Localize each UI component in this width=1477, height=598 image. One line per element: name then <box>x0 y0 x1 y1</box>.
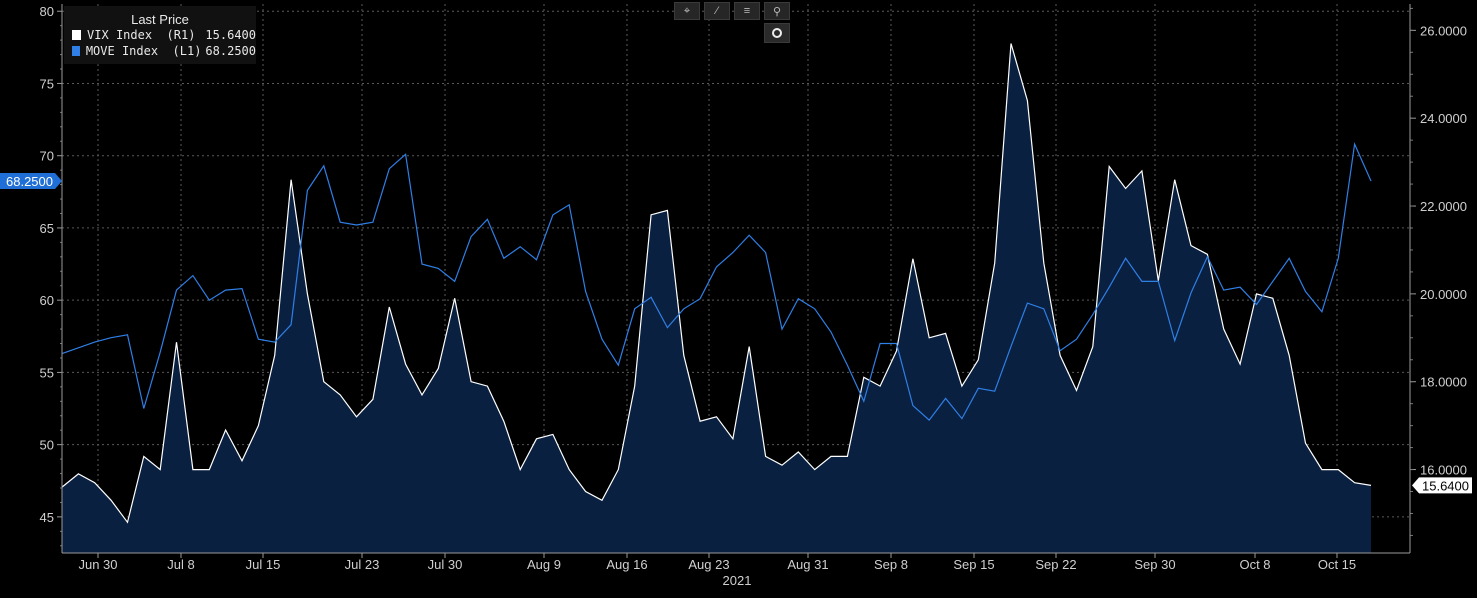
move-line <box>61 141 1372 421</box>
x-tick-label: Jul 23 <box>345 557 380 572</box>
vix-last-value-label: 15.6400 <box>1422 478 1469 493</box>
x-tick-label: Jul 8 <box>167 557 194 572</box>
vix-area <box>62 43 1371 553</box>
x-tick-label: Aug 23 <box>688 557 729 572</box>
x-tick-label: Jun 30 <box>78 557 117 572</box>
right-tick-label: 24.0000 <box>1420 111 1467 126</box>
left-tick-label: 75 <box>40 76 54 91</box>
legend-header: Last Price <box>131 12 189 27</box>
x-tick-label: Jul 30 <box>428 557 463 572</box>
left-tick-label: 80 <box>40 4 54 19</box>
vix-line <box>61 43 1372 524</box>
right-tick-label: 18.0000 <box>1420 375 1467 390</box>
right-tick-label: 20.0000 <box>1420 287 1467 302</box>
right-tick-label: 22.0000 <box>1420 199 1467 214</box>
legend-vix-value: 15.6400 <box>205 28 256 42</box>
legend-vix-label: VIX Index (R1) <box>87 28 196 42</box>
x-tick-label: Aug 31 <box>787 557 828 572</box>
draw-icon[interactable]: ⁄ <box>704 2 730 20</box>
list-icon[interactable]: ≡ <box>734 2 760 20</box>
move-last-value-label: 68.2500 <box>6 174 53 189</box>
vix-last-value-flag <box>1412 477 1472 494</box>
zoom-icon[interactable]: ⚲ <box>764 2 790 20</box>
series-lines <box>61 43 1372 524</box>
vix-area-layer <box>62 43 1371 553</box>
legend-move-value: 68.2500 <box>205 44 256 58</box>
x-tick-label: Sep 30 <box>1134 557 1175 572</box>
crosshair-icon[interactable]: ⌖ <box>674 2 700 20</box>
grid-lines <box>62 4 1410 553</box>
left-tick-label: 60 <box>40 293 54 308</box>
legend-item-move: MOVE Index (L1) 68.2500 <box>64 43 256 59</box>
x-tick-label: Sep 15 <box>953 557 994 572</box>
x-tick-label: Oct 8 <box>1239 557 1270 572</box>
left-tick-label: 55 <box>40 365 54 380</box>
right-tick-label: 26.0000 <box>1420 23 1467 38</box>
left-tick-label: 45 <box>40 510 54 525</box>
left-tick-label: 50 <box>40 438 54 453</box>
tick-labels: Jun 30 Jul 8 Jul 15 Jul 23 Jul 30 Aug 9 Aug 16… <box>0 4 1472 588</box>
move-swatch <box>72 46 80 56</box>
vix-swatch <box>72 30 82 40</box>
x-tick-label: Aug 16 <box>606 557 647 572</box>
left-tick-label: 70 <box>40 149 54 164</box>
x-tick-label: Sep 8 <box>874 557 908 572</box>
legend-item-vix: VIX Index (R1) 15.6400 <box>64 27 256 43</box>
x-tick-label: Oct 15 <box>1318 557 1356 572</box>
left-tick-label: 65 <box>40 221 54 236</box>
x-tick-label: Aug 9 <box>527 557 561 572</box>
axes <box>57 4 1416 558</box>
legend-move-label: MOVE Index (L1) <box>85 44 202 58</box>
chart-toolbar: ⌖ ⁄ ≡ ⚲ <box>674 2 790 20</box>
right-tick-label: 16.0000 <box>1420 463 1467 478</box>
x-axis-label: 2021 <box>723 573 752 588</box>
move-last-value-flag <box>0 172 62 189</box>
settings-icon[interactable] <box>764 23 790 43</box>
x-tick-label: Sep 22 <box>1035 557 1076 572</box>
x-tick-label: Jul 15 <box>246 557 281 572</box>
legend: Last Price VIX Index (R1) 15.6400 MOVE I… <box>64 6 256 64</box>
